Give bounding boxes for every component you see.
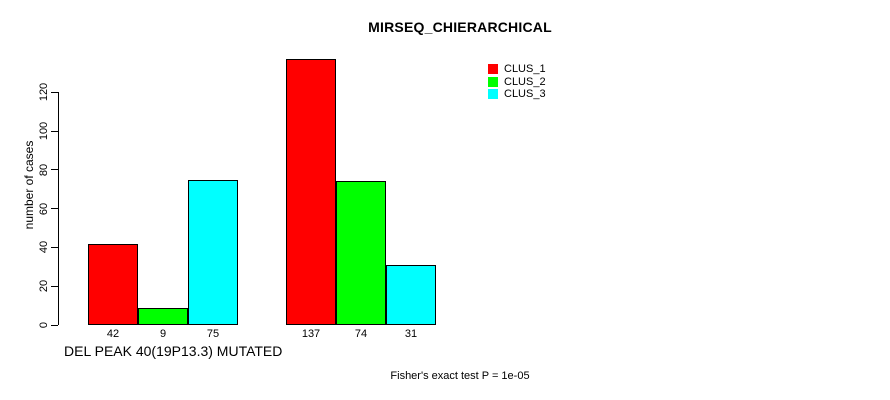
y-axis-tick [51,246,58,248]
legend-swatch [488,76,498,87]
y-axis-tick-label: 20 [38,280,50,293]
legend-label: CLUS_1 [504,63,546,75]
legend-item: CLUS_2 [488,75,546,88]
y-axis-line [58,92,59,325]
legend-item: CLUS_1 [488,63,546,75]
legend-swatch [488,89,498,99]
y-axis-tick-label: 0 [38,321,50,329]
x-axis-label: DEL PEAK 40(19P13.3) MUTATED [64,343,283,359]
bar-clus_2 [138,307,188,325]
bar-clus_1 [286,59,336,325]
bar-value-label: 42 [106,328,120,340]
y-axis-tick-label: 100 [38,121,50,141]
y-axis-tick-label: 60 [38,202,50,215]
chart-title: MIRSEQ_CHIERARCHICAL [368,19,552,35]
y-axis-label: number of cases [22,140,36,230]
bar-value-label: 31 [404,328,418,340]
y-axis-tick [51,91,58,93]
bar-value-label: 137 [301,328,321,340]
y-axis-tick-label: 40 [38,241,50,254]
y-axis-tick [51,324,58,326]
y-axis-tick [51,285,58,287]
bar-value-label: 75 [206,328,220,340]
bar-clus_2 [336,181,386,325]
pvalue-annotation: Fisher's exact test P = 1e-05 [390,370,530,382]
y-axis-tick [51,130,58,132]
y-axis-tick [51,169,58,171]
bar-value-label: 9 [159,328,167,340]
legend-item: CLUS_3 [488,88,546,100]
y-axis-tick-label: 80 [38,163,50,176]
legend-swatch [488,64,498,74]
y-axis-tick-label: 120 [38,83,50,102]
legend-label: CLUS_2 [504,75,546,88]
bar-clus_3 [386,264,436,325]
legend: CLUS_1 CLUS_2 CLUS_3 [488,64,546,102]
bar-clus_3 [188,179,238,325]
bar-value-label: 74 [354,328,368,340]
y-axis-tick [51,208,58,210]
legend-label: CLUS_3 [504,88,546,100]
bar-clus_1 [88,243,138,325]
